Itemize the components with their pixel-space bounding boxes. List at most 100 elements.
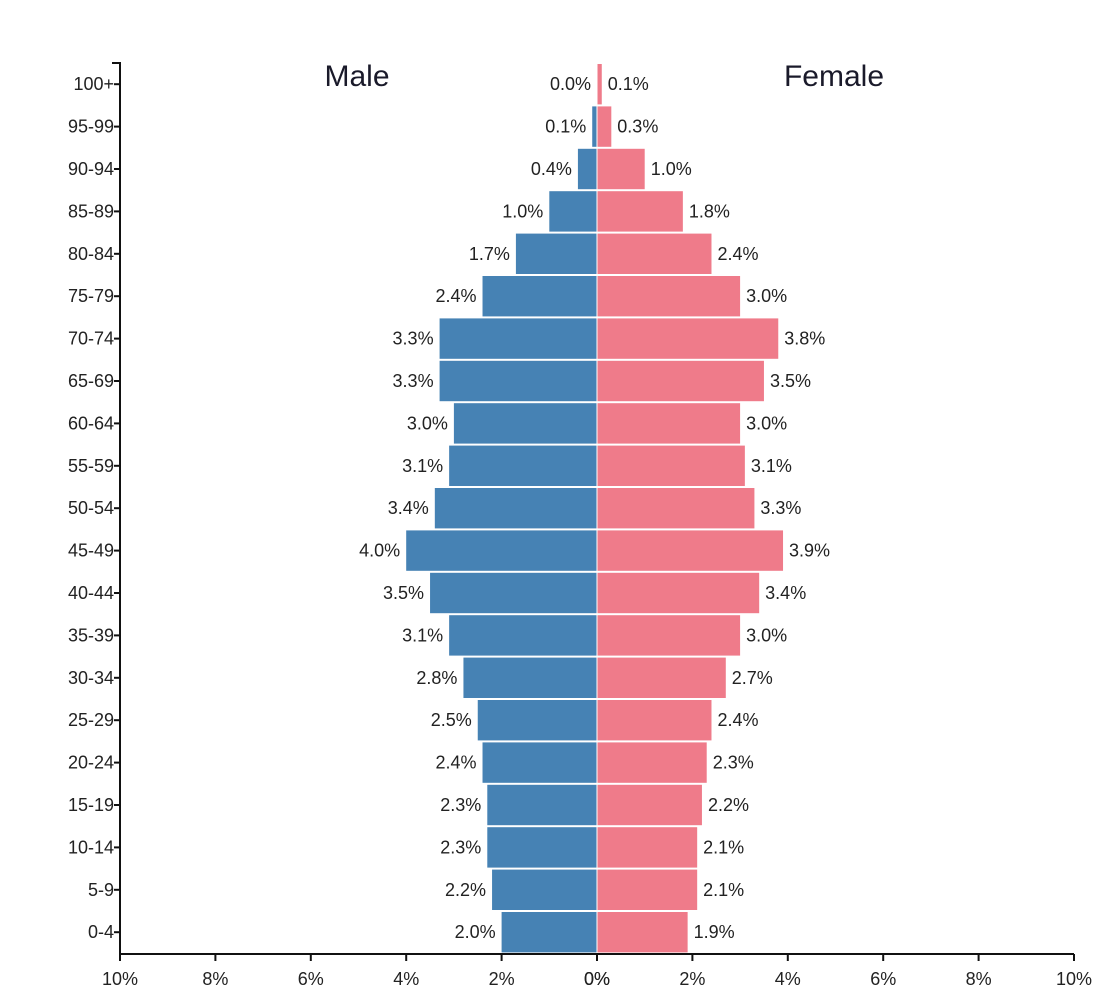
female-bar-5-9 [597, 869, 698, 910]
female-value-label: 2.2% [708, 795, 749, 815]
age-group-label: 0-4 [88, 922, 114, 942]
female-value-label: 1.0% [651, 159, 692, 179]
female-bar-50-54 [597, 488, 755, 529]
male-bar-5-9 [492, 869, 597, 910]
female-bar-25-29 [597, 700, 712, 741]
x-tick-label-right: 4% [775, 969, 801, 989]
male-bar-35-39 [449, 615, 597, 656]
female-value-label: 3.0% [746, 625, 787, 645]
x-tick-label-right: 0% [584, 969, 610, 989]
female-value-label: 2.7% [732, 668, 773, 688]
x-tick-label-left: 8% [202, 969, 228, 989]
male-side-title: Male [324, 60, 389, 93]
x-tick-label-left: 6% [298, 969, 324, 989]
male-value-label: 2.5% [431, 710, 472, 730]
age-group-label: 100+ [73, 74, 114, 94]
male-bar-95-99 [592, 106, 597, 147]
age-group-label: 45-49 [68, 541, 114, 561]
male-bar-40-44 [430, 572, 597, 614]
age-group-label: 60-64 [68, 413, 114, 433]
female-value-label: 3.9% [789, 541, 830, 561]
male-value-label: 0.4% [531, 159, 572, 179]
male-bar-70-74 [439, 318, 597, 359]
value-labels-layer: 0.0% 0.1% 0.1% 0.3% 0.4% 1.0% 1.0% 1.8% 1.7% 2.4%… [359, 74, 830, 942]
male-value-label: 3.1% [402, 625, 443, 645]
male-bar-30-34 [463, 657, 597, 698]
age-group-label: 55-59 [68, 456, 114, 476]
male-bar-50-54 [434, 488, 597, 529]
age-group-label: 25-29 [68, 710, 114, 730]
male-bar-85-89 [549, 191, 597, 232]
age-group-label: 80-84 [68, 244, 114, 264]
male-value-label: 3.1% [402, 456, 443, 476]
female-bar-35-39 [597, 615, 741, 656]
female-bar-20-24 [597, 742, 707, 783]
male-value-label: 2.3% [440, 795, 481, 815]
female-value-label: 2.1% [703, 880, 744, 900]
female-value-label: 2.4% [717, 244, 758, 264]
x-tick-label-left: 2% [489, 969, 515, 989]
female-bar-85-89 [597, 191, 683, 232]
x-tick-label-right: 8% [966, 969, 992, 989]
age-group-label: 70-74 [68, 329, 114, 349]
female-value-label: 3.0% [746, 413, 787, 433]
x-tick-label-right: 2% [679, 969, 705, 989]
male-value-label: 0.1% [545, 117, 586, 137]
female-bar-40-44 [597, 572, 760, 614]
female-bar-90-94 [597, 148, 645, 190]
age-group-label: 90-94 [68, 159, 114, 179]
age-group-label: 75-79 [68, 286, 114, 306]
male-bar-65-69 [439, 360, 597, 402]
male-value-label: 3.4% [388, 498, 429, 518]
female-value-label: 3.0% [746, 286, 787, 306]
female-bar-10-14 [597, 827, 698, 868]
age-group-label: 95-99 [68, 117, 114, 137]
male-bar-80-84 [515, 233, 597, 274]
age-group-label: 5-9 [88, 880, 114, 900]
female-bar-70-74 [597, 318, 779, 359]
male-value-label: 3.3% [393, 371, 434, 391]
female-value-label: 2.3% [713, 753, 754, 773]
male-bar-55-59 [449, 445, 597, 486]
age-group-label: 20-24 [68, 753, 114, 773]
female-value-label: 1.8% [689, 201, 730, 221]
female-bar-0-4 [597, 912, 688, 953]
female-bar-80-84 [597, 233, 712, 274]
female-value-label: 3.3% [760, 498, 801, 518]
age-group-label: 10-14 [68, 837, 114, 857]
male-value-label: 2.4% [435, 753, 476, 773]
x-tick-label-left: 4% [393, 969, 419, 989]
female-bar-65-69 [597, 360, 764, 402]
axes-layer: 100+ 95-99 90-94 85-89 80-84 75-79 70-74 65-69 6… [68, 62, 1092, 989]
male-bar-75-79 [482, 276, 597, 317]
female-bar-100+ [597, 64, 602, 105]
female-value-label: 3.5% [770, 371, 811, 391]
female-value-label: 3.8% [784, 329, 825, 349]
male-value-label: 0.0% [550, 74, 591, 94]
female-bar-45-49 [597, 530, 784, 571]
x-tick-label-right: 10% [1056, 969, 1092, 989]
male-value-label: 2.0% [455, 922, 496, 942]
female-value-label: 3.4% [765, 583, 806, 603]
female-value-label: 3.1% [751, 456, 792, 476]
x-tick-label-left: 0% [584, 969, 610, 989]
male-bar-45-49 [406, 530, 597, 571]
age-group-label: 85-89 [68, 201, 114, 221]
male-bar-15-19 [487, 784, 597, 826]
male-value-label: 3.5% [383, 583, 424, 603]
male-bar-10-14 [487, 827, 597, 868]
male-bar-20-24 [482, 742, 597, 783]
age-group-label: 65-69 [68, 371, 114, 391]
female-bar-75-79 [597, 276, 741, 317]
male-bar-60-64 [453, 403, 597, 444]
female-bar-55-59 [597, 445, 745, 486]
female-bar-60-64 [597, 403, 741, 444]
female-value-label: 1.9% [694, 922, 735, 942]
male-value-label: 1.0% [502, 201, 543, 221]
male-bar-90-94 [577, 148, 597, 190]
age-group-label: 35-39 [68, 625, 114, 645]
female-bar-95-99 [597, 106, 612, 147]
male-value-label: 3.3% [393, 329, 434, 349]
age-group-label: 40-44 [68, 583, 114, 603]
